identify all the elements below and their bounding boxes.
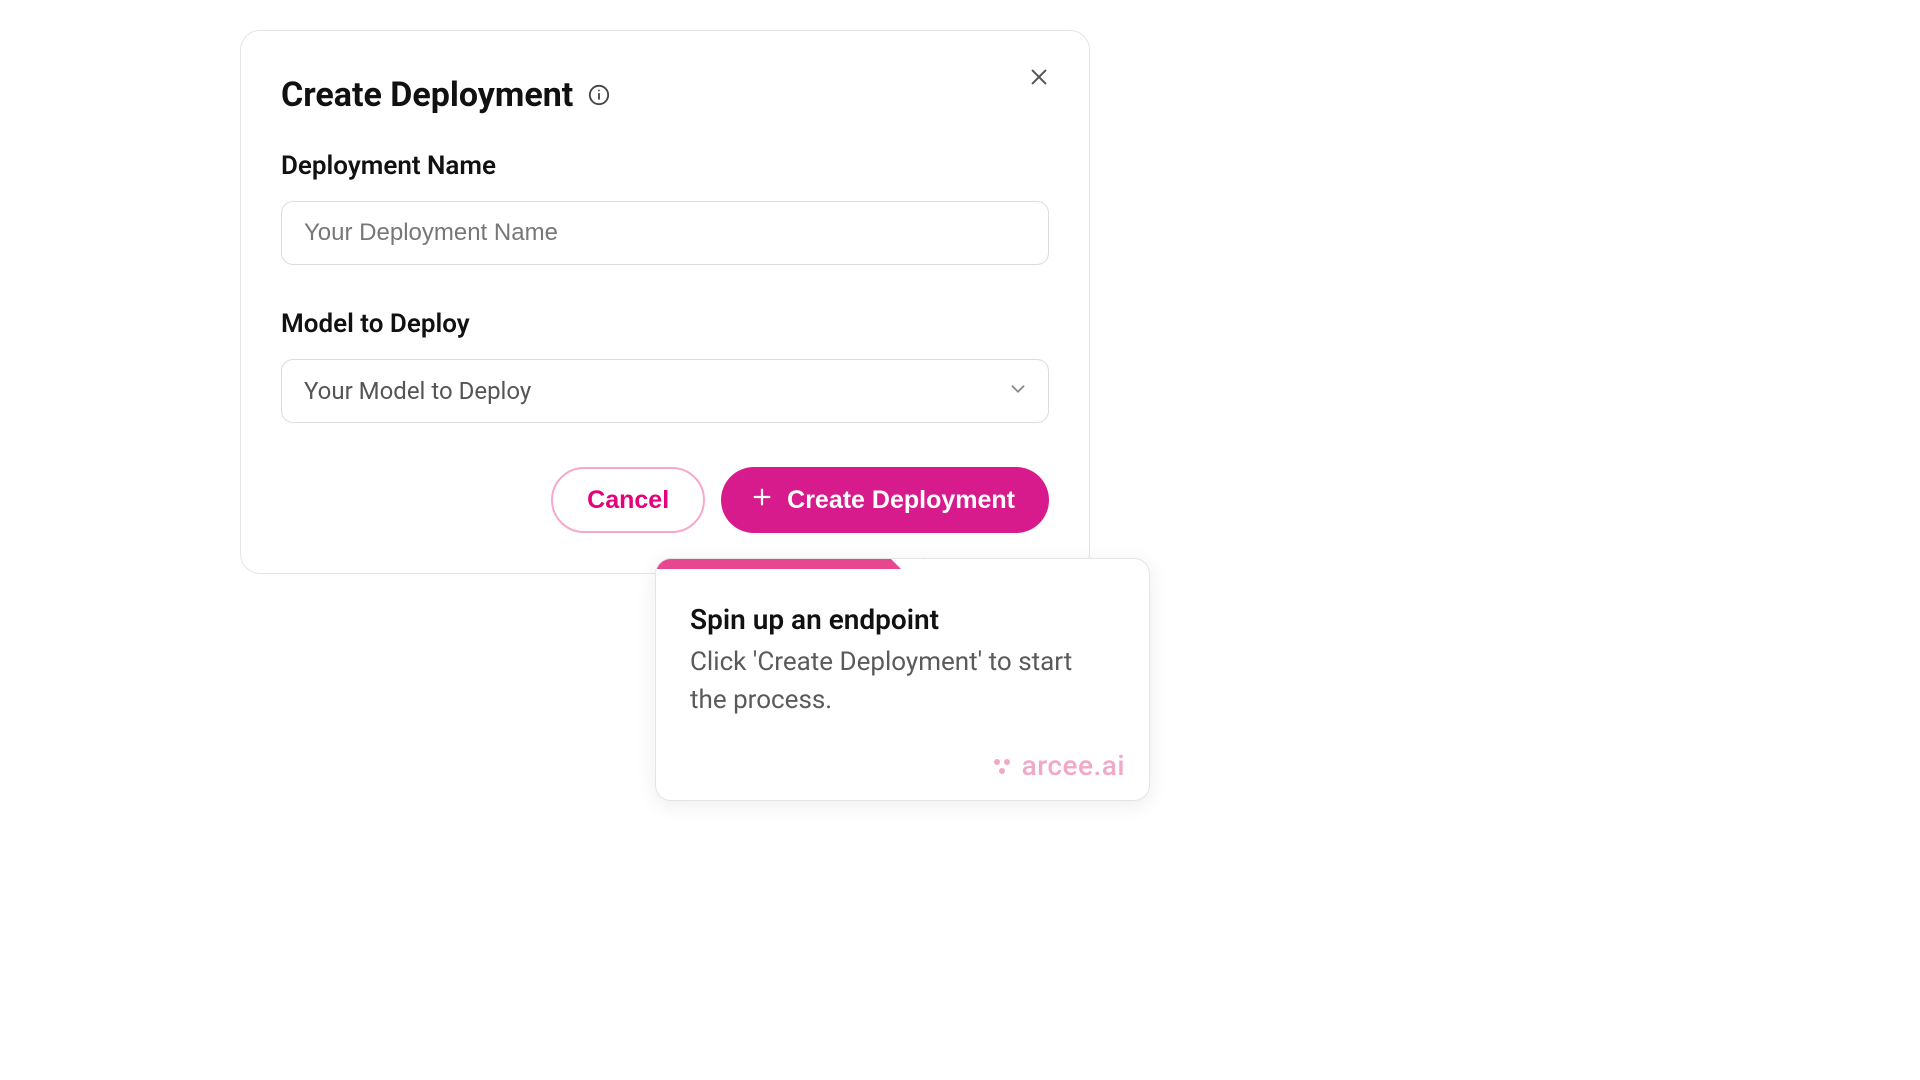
tooltip-content: Spin up an endpoint Click 'Create Deploy… <box>656 569 1149 739</box>
tooltip-title: Spin up an endpoint <box>690 603 1115 636</box>
cancel-button[interactable]: Cancel <box>551 467 705 533</box>
cancel-button-label: Cancel <box>587 486 669 515</box>
deployment-name-input[interactable] <box>281 201 1049 265</box>
plus-icon <box>751 486 773 515</box>
model-select-wrap: Your Model to Deploy <box>281 359 1049 423</box>
tooltip-footer: arcee.ai <box>656 739 1149 800</box>
onboarding-tooltip: Spin up an endpoint Click 'Create Deploy… <box>655 558 1150 801</box>
info-icon[interactable] <box>587 83 611 107</box>
brand-text: arcee.ai <box>1022 749 1125 782</box>
tooltip-body: Click 'Create Deployment' to start the p… <box>690 644 1115 719</box>
create-deployment-modal: Create Deployment Deployment Name Model … <box>240 30 1090 574</box>
title-wrap: Create Deployment <box>281 75 611 115</box>
deployment-name-field-group: Deployment Name <box>281 151 1049 265</box>
brand-icon <box>990 754 1014 778</box>
close-button[interactable] <box>1021 59 1057 95</box>
model-label: Model to Deploy <box>281 309 1049 339</box>
create-button-label: Create Deployment <box>787 486 1015 515</box>
button-row: Cancel Create Deployment <box>281 467 1049 533</box>
deployment-name-label: Deployment Name <box>281 151 1049 181</box>
modal-title: Create Deployment <box>281 75 573 115</box>
modal-header: Create Deployment <box>281 75 1049 115</box>
model-select-value: Your Model to Deploy <box>304 377 531 405</box>
model-field-group: Model to Deploy Your Model to Deploy <box>281 309 1049 423</box>
create-deployment-button[interactable]: Create Deployment <box>721 467 1049 533</box>
tooltip-progress-bar <box>656 559 903 569</box>
model-select[interactable]: Your Model to Deploy <box>281 359 1049 423</box>
close-icon <box>1028 66 1050 88</box>
